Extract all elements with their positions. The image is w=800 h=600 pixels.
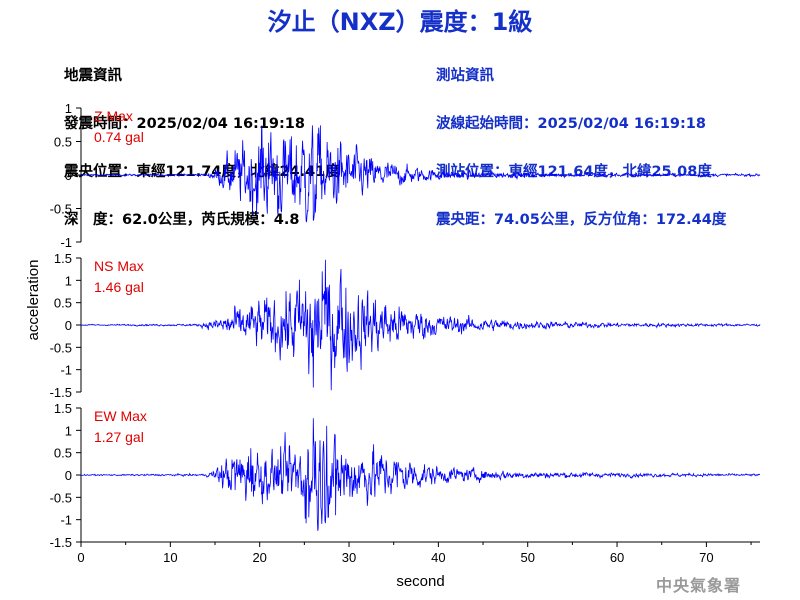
chart-title: 汐止（NXZ）震度：1級 <box>267 8 533 36</box>
origin-time: 發震時間：2025/02/04 16:19:18 <box>64 116 305 132</box>
x-tick-label: 10 <box>163 550 177 565</box>
x-tick-label: 40 <box>431 550 445 565</box>
peak-value-ew: 1.27 gal <box>94 429 144 445</box>
waveform-ns <box>80 259 761 391</box>
x-axis-label: second <box>396 573 444 590</box>
y-tick-label: 0 <box>65 168 72 183</box>
wave-start-time: 波線起始時間：2025/02/04 16:19:18 <box>436 116 706 132</box>
y-tick-label: -1 <box>60 363 72 378</box>
y-tick-label: -1 <box>60 235 72 250</box>
y-tick-label: -1.5 <box>50 535 72 550</box>
station-info: 測站資訊 波線起始時間：2025/02/04 16:19:18 測站位置：東經1… <box>436 36 726 244</box>
peak-value-ns: 1.46 gal <box>94 279 144 295</box>
y-axis-label: acceleration <box>25 260 42 341</box>
x-tick-label: 30 <box>342 550 356 565</box>
agency-credit: 中央氣象署 <box>656 576 742 595</box>
earthquake-info: 地震資訊 發震時間：2025/02/04 16:19:18 震央位置：東經121… <box>64 36 340 244</box>
peak-label-z: Z Max <box>94 108 133 124</box>
waveform-z <box>80 125 761 223</box>
peak-value-z: 0.74 gal <box>94 129 144 145</box>
x-tick-label: 20 <box>252 550 266 565</box>
y-tick-label: 1 <box>65 423 72 438</box>
y-tick-label: 0 <box>65 318 72 333</box>
epicenter-location: 震央位置：東經121.74度，北緯24.41度 <box>64 164 340 180</box>
y-tick-label: 1.5 <box>54 251 72 266</box>
y-tick-label: 0.5 <box>54 446 72 461</box>
x-tick-label: 70 <box>699 550 713 565</box>
y-tick-label: 0.5 <box>54 135 72 150</box>
y-tick-label: 0 <box>65 468 72 483</box>
peak-label-ns: NS Max <box>94 258 144 274</box>
x-tick-label: 60 <box>610 550 624 565</box>
station-info-heading: 測站資訊 <box>436 68 494 84</box>
peak-label-ew: EW Max <box>94 408 147 424</box>
epicentral-distance: 震央距：74.05公里，反方位角：172.44度 <box>436 212 727 228</box>
depth-magnitude: 深 度：62.0公里，芮氏規模：4.8 <box>64 212 300 228</box>
y-tick-label: 1 <box>65 101 72 116</box>
y-tick-label: -1 <box>60 513 72 528</box>
y-tick-label: 0.5 <box>54 296 72 311</box>
x-tick-label: 50 <box>520 550 534 565</box>
x-tick-label: 0 <box>77 550 84 565</box>
y-tick-label: -0.5 <box>50 202 72 217</box>
y-tick-label: 1.5 <box>54 401 72 416</box>
waveform-ew <box>80 418 761 531</box>
earthquake-info-heading: 地震資訊 <box>64 68 122 84</box>
y-tick-label: -0.5 <box>50 340 72 355</box>
y-tick-label: -0.5 <box>50 490 72 505</box>
y-tick-label: -1.5 <box>50 385 72 400</box>
y-tick-label: 1 <box>65 273 72 288</box>
